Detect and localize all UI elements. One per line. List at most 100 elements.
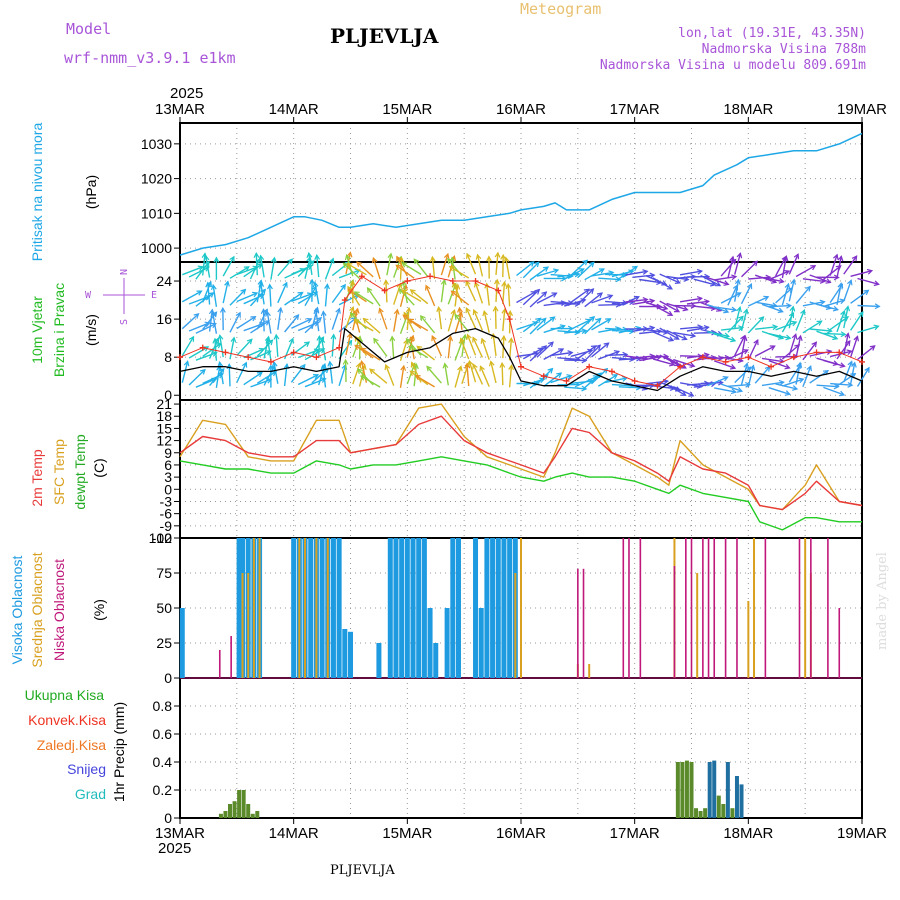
- wind-arrow-head: [309, 278, 316, 285]
- wind-arrow: [857, 277, 879, 285]
- wind-arrow: [188, 346, 209, 359]
- mid-cloud-bar: [298, 538, 301, 678]
- wind-arrow-head: [235, 311, 241, 318]
- wind-arrow: [460, 338, 470, 360]
- wind-arrow: [611, 383, 634, 387]
- y-tick-label: 1010: [141, 205, 172, 221]
- wind-arrow-head: [730, 388, 738, 395]
- low-cloud-bar: [582, 568, 585, 678]
- wind-arrow-head: [736, 387, 744, 393]
- wind-arrow: [823, 359, 845, 367]
- top-date-label: 18MAR: [723, 101, 773, 118]
- y-tick-label: 8: [164, 349, 172, 365]
- wind-arrow: [502, 309, 506, 332]
- wind-arrow: [823, 386, 845, 396]
- precip-bar: [694, 808, 699, 818]
- wind-arrow: [659, 300, 680, 313]
- wind-arrow-head: [723, 307, 730, 314]
- precip-bar: [680, 762, 685, 818]
- low-cloud-bar: [639, 538, 642, 678]
- wind-arrow-head: [642, 297, 649, 303]
- wind-arrow: [454, 314, 470, 333]
- wind-arrow-head: [734, 278, 741, 285]
- station-title: PLJEVLJA: [330, 24, 439, 48]
- wind-arrow: [360, 375, 381, 388]
- wind-arrow-head: [500, 253, 507, 260]
- wind-arrow: [255, 253, 258, 276]
- precip-bar: [675, 762, 680, 818]
- wind-arrow-head: [869, 345, 876, 351]
- high-cloud-bar: [450, 538, 456, 678]
- meteogram-title: Meteogram: [520, 0, 601, 18]
- wind-arrow-head: [342, 262, 349, 269]
- wind-arrow-head: [359, 359, 366, 367]
- wind-arrow-head: [472, 308, 479, 316]
- wind-arrow-head: [558, 348, 565, 354]
- wind-arrow: [291, 318, 312, 329]
- wind-arrow: [564, 329, 587, 334]
- compass-n: N: [119, 269, 130, 275]
- wind-arrow: [505, 257, 511, 280]
- wind-arrow: [788, 306, 794, 329]
- wind-gust-marker: [859, 358, 865, 365]
- y-tick-label: 24: [156, 273, 172, 289]
- wind-arrow-head: [791, 320, 798, 327]
- low-cloud-bar: [724, 538, 727, 678]
- wind-arrow-head: [409, 289, 416, 295]
- wind-arrow: [259, 255, 265, 278]
- wind-arrow-head: [533, 261, 540, 268]
- wind-arrow: [425, 285, 436, 307]
- wind-arrow: [431, 256, 436, 279]
- wind-arrow-head: [492, 305, 499, 312]
- wind-arrow-head: [796, 334, 803, 341]
- high-cloud-bar: [319, 538, 325, 678]
- wind-arrow-head: [211, 351, 218, 357]
- wind-arrow: [577, 288, 594, 305]
- wind-arrow-head: [589, 315, 596, 322]
- wind-arrow: [536, 269, 559, 277]
- wind-arrow-head: [628, 269, 635, 275]
- wind-arrow-head: [534, 288, 541, 295]
- wind-arrow-head: [788, 312, 795, 319]
- wind-arrow: [850, 289, 869, 304]
- wind-arrow: [522, 289, 540, 306]
- wind-arrow: [809, 370, 829, 384]
- y-tick-label: 0.2: [153, 782, 173, 798]
- wind-arrow-head: [501, 307, 508, 314]
- low-cloud-bar: [218, 650, 221, 678]
- wind-arrow-head: [851, 361, 857, 368]
- wind-arrow: [195, 323, 217, 334]
- wind-arrow-head: [784, 363, 791, 370]
- wind-arrow: [492, 333, 497, 356]
- wind-arrow-head: [769, 345, 776, 351]
- wind-arrow-head: [778, 278, 785, 284]
- wind-arrow-head: [400, 289, 408, 295]
- wind-arrow: [713, 333, 736, 342]
- wind-arrow: [529, 345, 547, 362]
- mid-cloud-bar: [753, 538, 756, 678]
- plot-area: 1000101010201030081624211815129630-3-6-9…: [141, 101, 887, 842]
- wind-arrow: [775, 287, 793, 304]
- wind-arrow: [304, 348, 325, 361]
- wind-arrow-head: [752, 260, 759, 267]
- wind-arrow: [243, 348, 265, 359]
- wind-arrow-head: [532, 321, 539, 327]
- wind-arrow-head: [811, 341, 818, 348]
- low-cloud-bar: [622, 538, 625, 678]
- wind-arrow-head: [257, 279, 264, 286]
- wind-arrow: [304, 286, 317, 307]
- wind-arrow-head: [335, 307, 341, 314]
- wind-arrow-head: [373, 337, 379, 344]
- wind-arrow: [632, 326, 655, 332]
- wind-arrow-head: [703, 325, 710, 331]
- wind-arrow: [748, 276, 771, 280]
- wind-arrow: [243, 263, 263, 278]
- wind-arrow: [720, 356, 743, 362]
- wind-arrow-head: [442, 362, 449, 369]
- precip-bar: [703, 808, 708, 818]
- wind-arrow: [720, 259, 737, 277]
- high-cloud-bar: [484, 538, 490, 678]
- wind-arrow: [408, 345, 429, 359]
- wind-arrow: [795, 309, 806, 331]
- compass-w: W: [85, 290, 92, 301]
